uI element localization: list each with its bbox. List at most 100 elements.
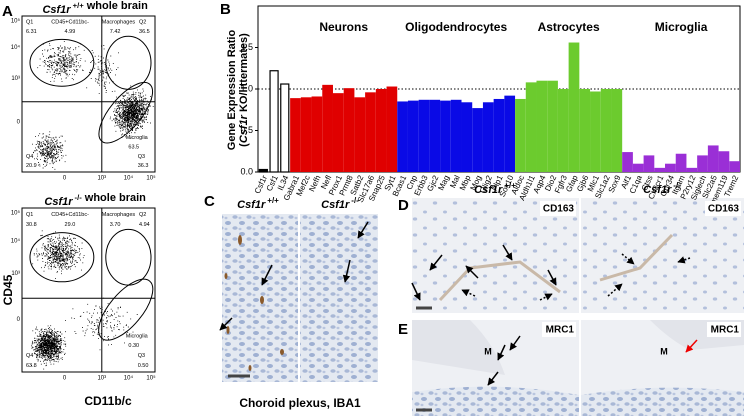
gate-label: Macrophages bbox=[102, 20, 136, 26]
flow-events bbox=[31, 230, 138, 370]
x-tick-label: 0 bbox=[63, 176, 67, 182]
gate-label: 7.42 bbox=[110, 29, 121, 35]
gate bbox=[105, 35, 152, 90]
genotype-label: Csf1r +/+ bbox=[474, 181, 516, 196]
text-part: Csf1r bbox=[238, 114, 250, 143]
gate bbox=[98, 81, 153, 144]
label-background bbox=[542, 322, 576, 337]
stain-spots bbox=[224, 235, 284, 371]
bar bbox=[354, 97, 366, 172]
text-part: -/- bbox=[75, 193, 83, 202]
histology-image bbox=[300, 214, 378, 382]
y-tick-label: 10⁵ bbox=[11, 209, 21, 216]
bar bbox=[675, 153, 687, 172]
group-label: Oligodendrocytes bbox=[405, 20, 507, 34]
panel-label: E bbox=[398, 321, 408, 338]
y-tick-label: 10⁴ bbox=[11, 237, 21, 244]
x-tick-label: 10⁴ bbox=[124, 375, 134, 382]
gate-label: 3.70 bbox=[110, 222, 121, 228]
x-tick-label: 10⁴ bbox=[124, 175, 134, 182]
gate-label: Q4 bbox=[26, 154, 33, 160]
panel-label: B bbox=[220, 1, 231, 18]
y-tick-label: 10⁵ bbox=[11, 17, 21, 24]
arrows bbox=[411, 244, 691, 301]
genotype-label: Csf1r +/+ bbox=[237, 196, 279, 211]
text-part: Csf1r bbox=[321, 199, 350, 211]
y-tick-label: 10³ bbox=[11, 76, 20, 82]
bar bbox=[343, 88, 355, 172]
gate-label: 6.31 bbox=[26, 29, 37, 35]
y-tick-label: 1.5 bbox=[240, 42, 253, 52]
bar bbox=[493, 98, 505, 172]
bar bbox=[515, 98, 526, 172]
bar bbox=[665, 163, 676, 172]
text-part: Csf1r bbox=[44, 196, 73, 208]
histology-image bbox=[222, 214, 298, 382]
axis-label: CD45 bbox=[1, 274, 15, 305]
gate-label: 30.8 bbox=[26, 222, 37, 228]
text-part: whole brain bbox=[84, 192, 146, 204]
bar bbox=[461, 102, 473, 172]
arrows bbox=[487, 335, 698, 386]
axis-title: Gene Expression Ratio bbox=[226, 30, 238, 151]
vessels bbox=[438, 233, 674, 302]
bar bbox=[536, 80, 548, 172]
bar bbox=[632, 163, 644, 172]
text-part: +/+ bbox=[73, 1, 85, 10]
gate bbox=[29, 38, 95, 87]
bar bbox=[397, 101, 408, 172]
bar bbox=[654, 167, 666, 172]
bar bbox=[386, 86, 398, 172]
gate-label: Microglia bbox=[126, 333, 149, 339]
genotype-label: Csf1r -/- bbox=[643, 181, 681, 196]
gate bbox=[105, 228, 152, 286]
gate-label: 20.9 bbox=[26, 163, 37, 169]
bar bbox=[450, 99, 462, 172]
histology-image bbox=[581, 198, 744, 313]
stain-label: MRC1 bbox=[546, 325, 575, 336]
bar bbox=[407, 100, 419, 172]
panel-label: A bbox=[2, 3, 13, 20]
bar bbox=[365, 92, 376, 172]
bar bbox=[718, 151, 730, 172]
y-tick-label: 0.0 bbox=[240, 166, 253, 176]
caption: Choroid plexus, IBA1 bbox=[239, 396, 361, 410]
bar bbox=[643, 155, 655, 172]
text-part: whole brain bbox=[86, 0, 148, 12]
bar bbox=[525, 82, 537, 172]
bar bbox=[472, 108, 483, 172]
text-part: +/+ bbox=[504, 181, 516, 190]
bar bbox=[547, 80, 558, 172]
y-tick-label: 1.0 bbox=[240, 83, 253, 93]
gate bbox=[29, 232, 95, 283]
text-part: Csf1r bbox=[643, 184, 672, 196]
bar bbox=[579, 89, 591, 172]
bar bbox=[622, 152, 633, 172]
x-tick-label: 10³ bbox=[97, 376, 106, 382]
gate-label: Q1 bbox=[26, 212, 33, 218]
plot-frame bbox=[21, 15, 156, 173]
y-tick-label: 0 bbox=[17, 317, 21, 323]
y-tick-label: 0 bbox=[17, 120, 21, 126]
bar bbox=[504, 95, 516, 172]
region-label: M bbox=[660, 346, 668, 356]
gate-label: 4.94 bbox=[139, 222, 150, 228]
gate-label: Q3 bbox=[138, 154, 145, 160]
arrows bbox=[219, 221, 369, 331]
axis-label: CD11b/c bbox=[84, 394, 132, 408]
label-background bbox=[540, 201, 576, 216]
text-part: Csf1r bbox=[42, 4, 71, 16]
genotype-label: Csf1r +/+ whole brain bbox=[42, 0, 148, 16]
gate-label: Q3 bbox=[138, 353, 145, 359]
bar bbox=[375, 89, 387, 172]
gate-label: 29.0 bbox=[65, 222, 76, 228]
gate-label: Macrophages bbox=[102, 212, 136, 218]
text-part: -/- bbox=[673, 181, 681, 190]
bar bbox=[482, 102, 494, 172]
gate-label: 0.30 bbox=[128, 343, 139, 349]
gate-label: Q4 bbox=[26, 353, 33, 359]
text-part: -/- bbox=[351, 196, 359, 205]
bar bbox=[311, 96, 323, 172]
bar bbox=[590, 91, 601, 172]
